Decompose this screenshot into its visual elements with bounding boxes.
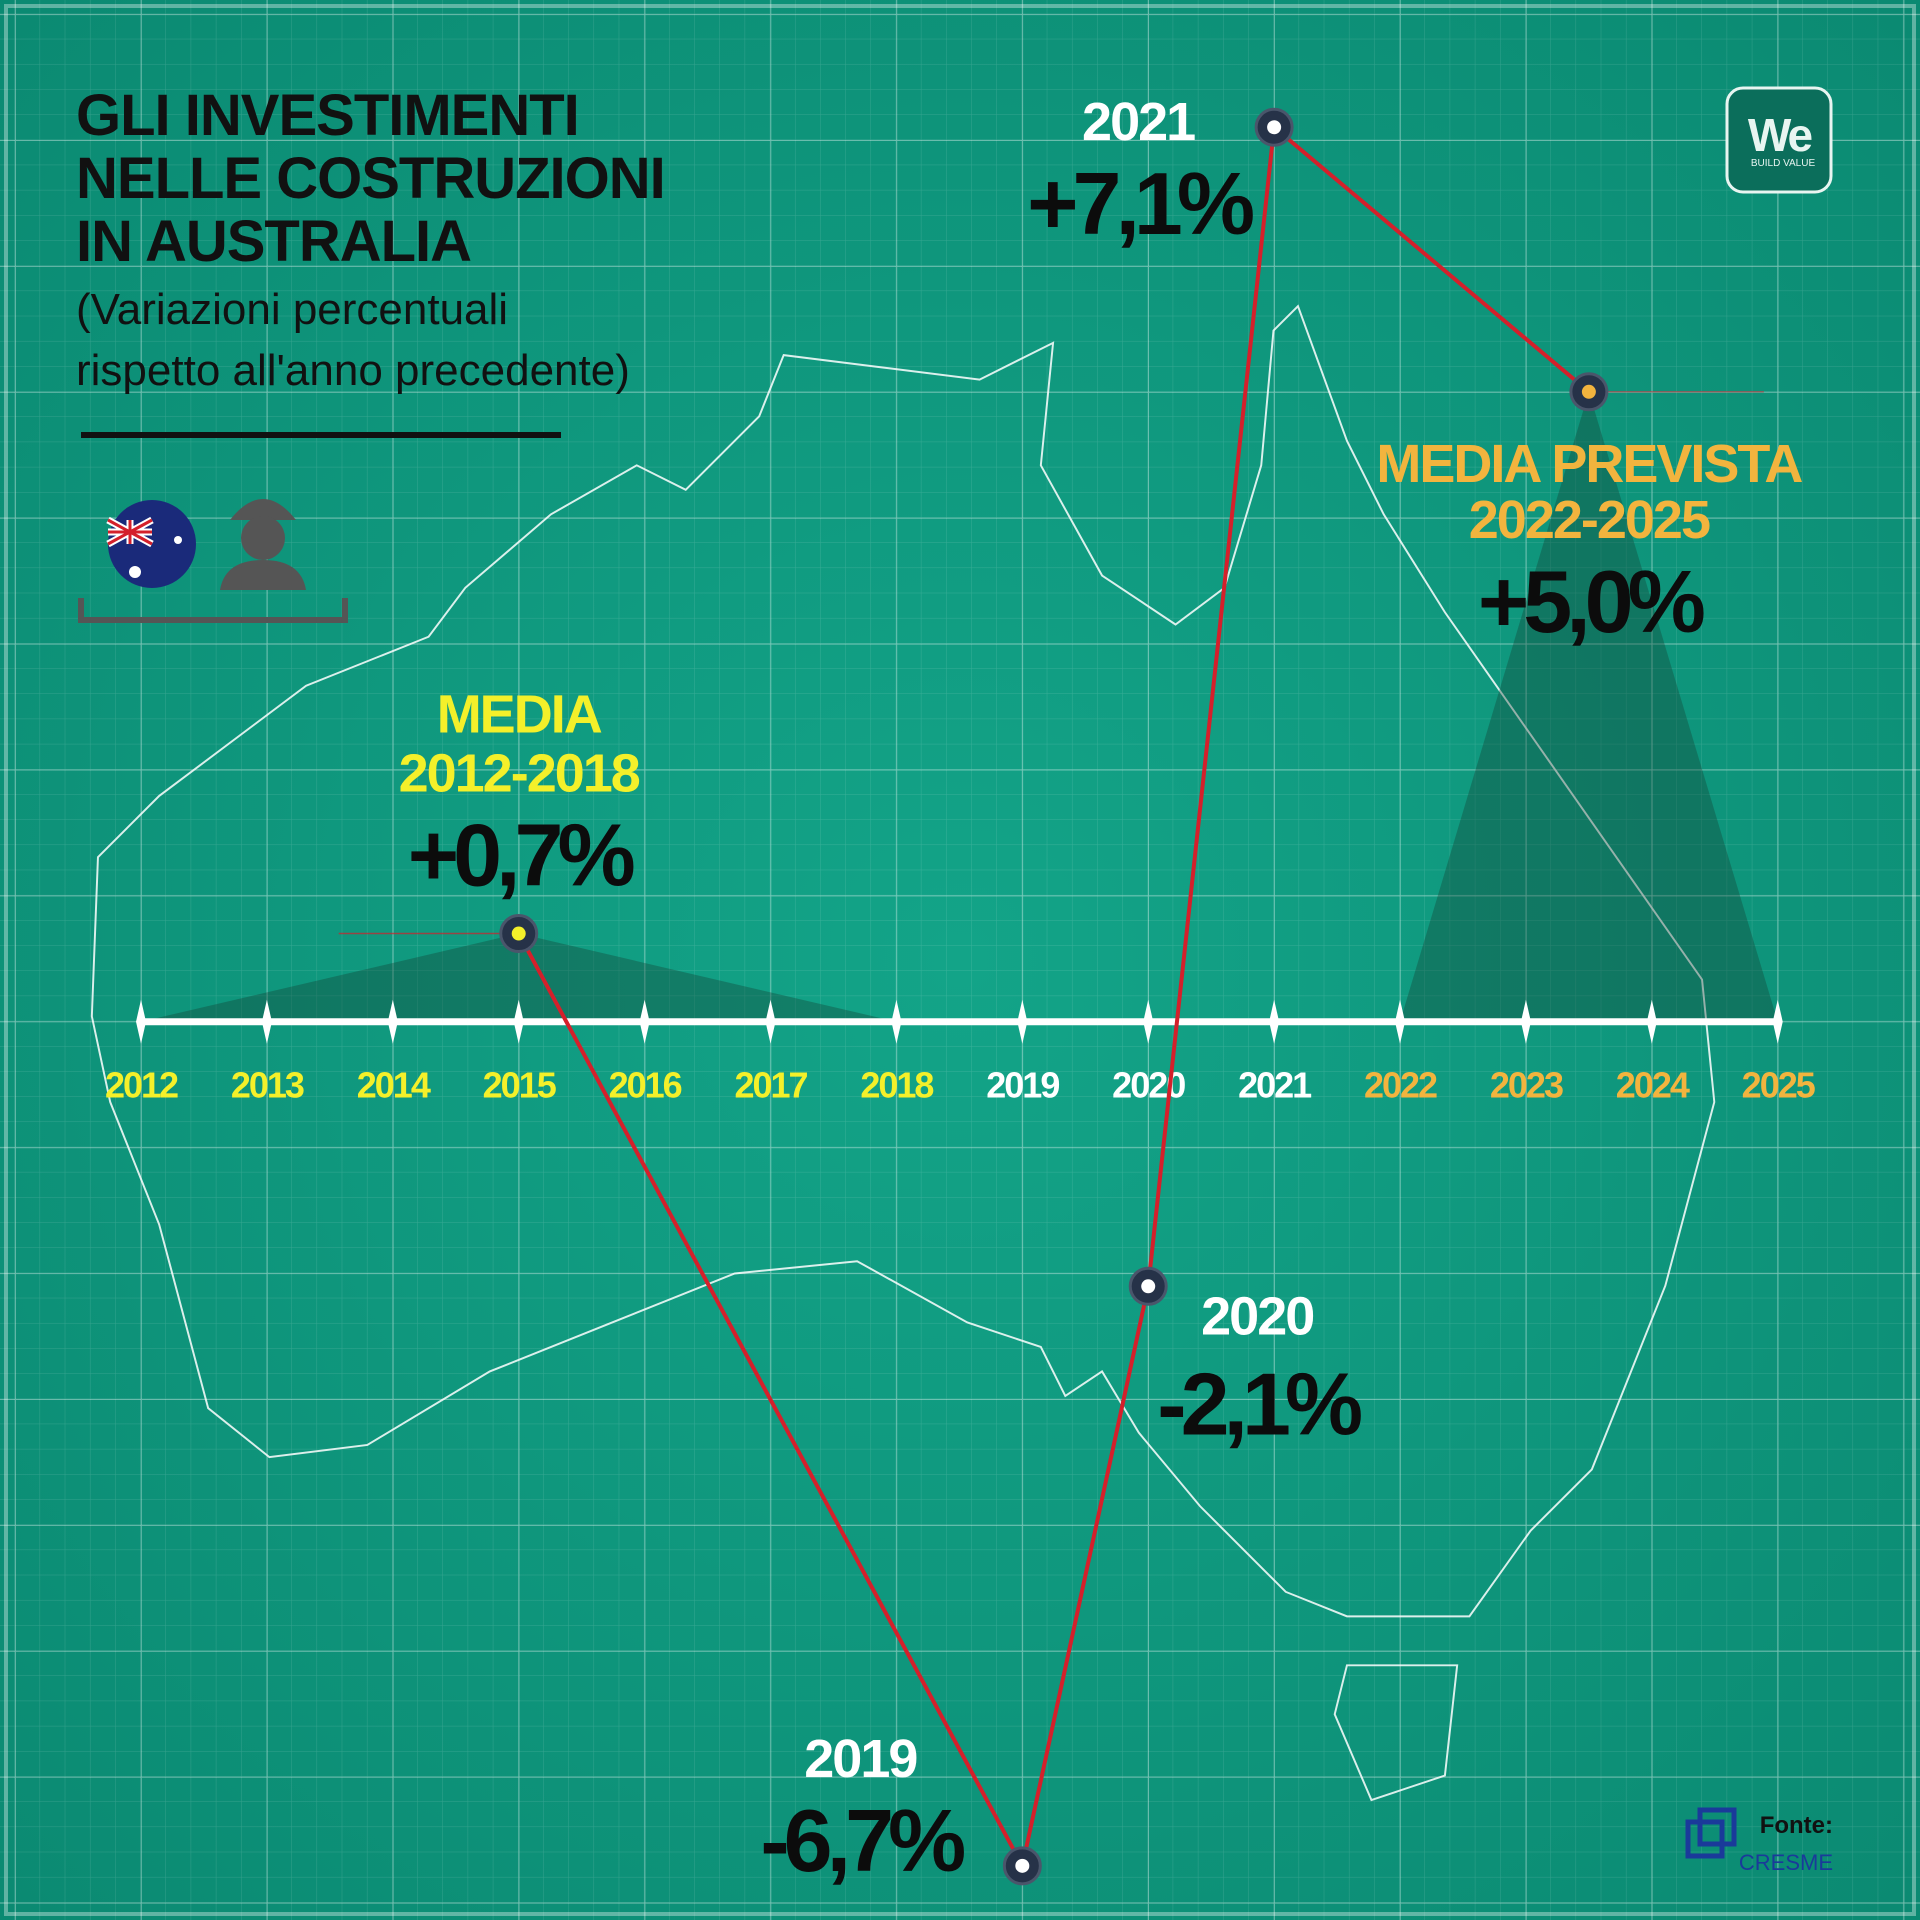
value-label: -2,1% [1157,1354,1361,1453]
x-tick [1017,999,1028,1044]
title-block: GLI INVESTIMENTI NELLE COSTRUZIONI IN AU… [76,83,666,438]
x-tick [1772,999,1783,1044]
logo-box [1725,86,1833,194]
x-tick [639,999,650,1044]
icon-bracket [78,598,348,623]
x-tick [136,999,147,1044]
data-point-dot [1267,120,1282,135]
x-tick-label: 2022 [1364,1065,1437,1106]
worker-head [241,516,285,560]
x-tick [1395,999,1406,1044]
flag-star [129,566,141,578]
x-tick [1520,999,1531,1044]
x-tick-label: 2015 [483,1065,557,1106]
x-tick [765,999,776,1044]
x-tick-label: 2017 [734,1065,807,1106]
source-name: CRESME [1739,1850,1833,1875]
value-label: +0,7% [408,806,634,905]
source-icon [1697,1807,1737,1847]
point-label: MEDIA PREVISTA [1376,434,1802,494]
point-label: 2021 [1082,92,1195,152]
map-outline [90,304,1716,1802]
point-label: 2012-2018 [399,744,640,804]
logo: We BUILD VALUE [1725,86,1833,194]
title-line: NELLE COSTRUZIONI [76,146,665,211]
point-label: MEDIA [437,685,602,745]
data-point-dot [1581,384,1596,399]
title-line: IN AUSTRALIA [76,209,471,274]
logo-text: We [1748,109,1813,161]
flag-cross [107,518,153,546]
icons [78,499,348,623]
x-tick-label: 2014 [357,1065,431,1106]
logo-tagline: BUILD VALUE [1751,158,1816,169]
x-tick-label: 2025 [1742,1065,1816,1106]
source-label: Fonte: [1760,1812,1833,1839]
x-tick-label: 2021 [1238,1065,1312,1106]
subtitle-line: rispetto all'anno precedente) [76,346,630,395]
title-line: GLI INVESTIMENTI [76,83,579,148]
x-tick-label: 2013 [231,1065,304,1106]
x-tick-label: 2020 [1112,1065,1185,1106]
subtitle-line: (Variazioni percentuali [76,285,508,334]
value-label: +5,0% [1478,552,1704,651]
x-tick-label: 2024 [1616,1065,1690,1106]
value-label: -6,7% [760,1791,964,1890]
x-tick [1646,999,1657,1044]
x-tick-label: 2019 [986,1065,1059,1106]
average-area [1400,391,1778,1022]
worker-body [220,560,306,590]
x-tick [261,999,272,1044]
frame [4,4,1916,1916]
x-tick-label: 2012 [105,1065,178,1106]
worker-helmet [230,499,296,520]
x-tick-label: 2016 [609,1065,682,1106]
flag-star [174,536,182,544]
x-tick [891,999,902,1044]
point-label: 2020 [1201,1286,1313,1346]
x-tick [513,999,524,1044]
point-label: 2022-2025 [1469,490,1710,550]
source-icon [1685,1819,1725,1859]
x-tick [1143,999,1154,1044]
point-label: 2019 [804,1729,917,1789]
x-tick [387,999,398,1044]
data-point-dot [1141,1279,1156,1294]
data-point-dot [511,926,526,941]
source: Fonte: CRESME [1685,1807,1833,1875]
x-tick-label: 2018 [860,1065,933,1106]
x-tick [1269,999,1280,1044]
average-area [141,933,897,1022]
data-point-dot [1015,1858,1030,1873]
title-rule [81,432,561,438]
value-label: +7,1% [1027,154,1253,253]
x-tick-label: 2023 [1490,1065,1563,1106]
